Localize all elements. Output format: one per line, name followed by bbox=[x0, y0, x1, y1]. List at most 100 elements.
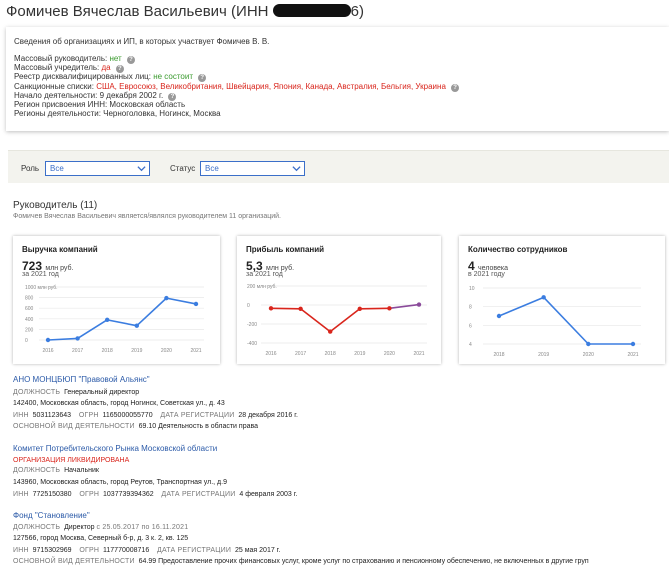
filter-bar: Роль Все Статус Все bbox=[8, 150, 669, 183]
position-key: ДОЛЖНОСТЬ bbox=[13, 524, 61, 531]
help-icon[interactable]: ? bbox=[126, 56, 135, 64]
y-tick-label: 8 bbox=[469, 305, 472, 311]
x-tick-label: 2021 bbox=[190, 348, 201, 354]
help-icon[interactable]: ? bbox=[451, 84, 460, 92]
ogrn-key: ОГРН bbox=[78, 412, 99, 419]
series-line bbox=[329, 308, 361, 333]
status-select[interactable]: Все bbox=[200, 161, 305, 176]
org-position-row: ДОЛЖНОСТЬ Директор с 25.05.2017 по 16.11… bbox=[13, 524, 188, 531]
y-tick-label: 0 bbox=[25, 338, 28, 344]
card-value: 723 млн руб. bbox=[22, 259, 73, 273]
ogrn-key: ОГРН bbox=[79, 491, 100, 498]
reg-value: 28 декабря 2016 г. bbox=[238, 412, 298, 419]
help-icon[interactable]: ? bbox=[168, 93, 177, 101]
y-tick-label: 200 bbox=[25, 327, 34, 333]
disq-label: Реестр дисквалифицированных лиц: bbox=[14, 72, 151, 81]
card-value-unit: млн руб. bbox=[45, 265, 74, 272]
y-tick-label: -400 bbox=[247, 341, 257, 347]
series-line bbox=[77, 319, 108, 340]
profit-chart: 200 млн руб. 0 -200 -400 2016 2017 2018 2019 202… bbox=[247, 284, 427, 357]
x-tick-label: 2018 bbox=[325, 351, 336, 357]
help-icon[interactable]: ? bbox=[198, 74, 207, 82]
reg-key: ДАТА РЕГИСТРАЦИИ bbox=[161, 491, 236, 498]
org-name-link[interactable]: АНО МОНЦБЮП "Правовой Альянс" bbox=[13, 375, 150, 384]
series-line bbox=[498, 296, 544, 317]
okved-value: 69.10 Деятельность в области права bbox=[138, 423, 259, 430]
reg-key: ДАТА РЕГИСТРАЦИИ bbox=[160, 412, 235, 419]
inn-value: 7725150380 bbox=[32, 491, 72, 498]
y-axis-unit: 200 млн руб. bbox=[247, 284, 277, 290]
series-line bbox=[300, 308, 331, 333]
x-tick-label: 2020 bbox=[384, 351, 395, 357]
okved-key: ОСНОВНОЙ ВИД ДЕЯТЕЛЬНОСТИ bbox=[13, 558, 135, 565]
start-label: Начало деятельности: bbox=[14, 91, 98, 100]
position-value: Директор bbox=[64, 524, 95, 531]
start-value: 9 декабря 2002 г. bbox=[99, 91, 164, 100]
card-value-unit: млн руб. bbox=[266, 265, 295, 272]
role-select-value: Все bbox=[50, 164, 64, 173]
y-axis-unit: 1000 млн руб. bbox=[25, 285, 58, 291]
sanctions-label: Санкционные списки: bbox=[14, 82, 94, 91]
profit-card[interactable]: Прибыль компаний 5,3 млн руб. за 2021 го… bbox=[237, 236, 441, 364]
mass-founder-value[interactable]: да bbox=[101, 63, 111, 72]
org-okved-row: ОСНОВНОЙ ВИД ДЕЯТЕЛЬНОСТИ 69.10 Деятельн… bbox=[13, 423, 258, 430]
card-value-number: 5,3 bbox=[246, 259, 263, 273]
org-name-link[interactable]: Фонд "Становление" bbox=[13, 511, 90, 520]
position-value: Генеральный директор bbox=[64, 389, 140, 396]
sanctions-value[interactable]: США, Евросоюз, Великобритания, Швейцария… bbox=[96, 82, 446, 91]
ogrn-value: 117770008716 bbox=[103, 547, 150, 554]
position-value: Начальник bbox=[64, 467, 99, 474]
series-line bbox=[136, 297, 167, 327]
y-tick-label: 600 bbox=[25, 306, 34, 312]
status-label: Статус bbox=[170, 164, 196, 173]
employees-card[interactable]: Количество сотрудников 4 человека в 2021… bbox=[459, 236, 665, 364]
section-title: Руководитель (11) bbox=[13, 200, 98, 211]
reg-key: ДАТА РЕГИСТРАЦИИ bbox=[157, 547, 232, 554]
start-row: Начало деятельности: 9 декабря 2002 г. ? bbox=[14, 91, 177, 101]
data-point bbox=[45, 337, 51, 343]
x-tick-label: 2019 bbox=[131, 348, 142, 354]
info-panel: Сведения об организациях и ИП, в которых… bbox=[6, 27, 669, 131]
position-period: с 25.05.2017 по 16.11.2021 bbox=[96, 524, 189, 531]
inn-value: 9715302969 bbox=[32, 547, 72, 554]
regions: Регионы деятельности: Черноголовка, Ноги… bbox=[14, 109, 221, 118]
org-name[interactable]: Фонд "Становление" bbox=[13, 511, 90, 520]
revenue-card[interactable]: Выручка компаний 723 млн руб. за 2021 го… bbox=[13, 236, 220, 364]
org-status-badge: ОРГАНИЗАЦИЯ ЛИКВИДИРОВАНА bbox=[13, 457, 130, 464]
okved-value: 64.99 Предоставление прочих финансовых у… bbox=[138, 558, 589, 565]
x-tick-label: 2019 bbox=[354, 351, 365, 357]
page-title: Фомичев Вячеслав Васильевич (ИНН 6) bbox=[6, 3, 364, 20]
mass-director-row: Массовый руководитель: нет ? bbox=[14, 54, 135, 64]
org-address: 142400, Московская область, город Ногинс… bbox=[13, 400, 225, 407]
disq-value: не состоит bbox=[153, 72, 193, 81]
status-select-value: Все bbox=[205, 164, 219, 173]
data-point bbox=[586, 341, 591, 347]
org-ids-row: ИНН 9715302969 ОГРН 117770008716 ДАТА РЕ… bbox=[13, 547, 280, 554]
org-name[interactable]: Комитет Потребительского Рынка Московско… bbox=[13, 444, 218, 453]
position-key: ДОЛЖНОСТЬ bbox=[13, 467, 61, 474]
x-tick-label: 2018 bbox=[102, 348, 113, 354]
data-point bbox=[496, 313, 502, 319]
data-point bbox=[387, 306, 392, 311]
org-position-row: ДОЛЖНОСТЬ Начальник bbox=[13, 467, 99, 474]
org-name[interactable]: АНО МОНЦБЮП "Правовой Альянс" bbox=[13, 375, 150, 384]
series-line bbox=[543, 296, 589, 345]
help-icon[interactable]: ? bbox=[115, 65, 124, 73]
org-name-link[interactable]: Комитет Потребительского Рынка Московско… bbox=[13, 444, 217, 453]
ogrn-value: 1037739394362 bbox=[103, 491, 154, 498]
org-ids-row: ИНН 7725150380 ОГРН 1037739394362 ДАТА Р… bbox=[13, 491, 297, 498]
data-point bbox=[134, 323, 139, 328]
card-value-number: 723 bbox=[22, 259, 43, 273]
mass-director-label: Массовый руководитель: bbox=[14, 54, 108, 63]
inn-value: 5031123643 bbox=[32, 412, 72, 419]
revenue-chart: 1000 млн руб. 800 600 400 200 0 2016 2017 2018 20… bbox=[25, 285, 204, 354]
series-line bbox=[166, 297, 197, 305]
y-tick-label: -200 bbox=[247, 322, 257, 328]
x-tick-label: 2017 bbox=[295, 351, 306, 357]
disq-row: Реестр дисквалифицированных лиц: не сост… bbox=[14, 72, 207, 82]
data-point bbox=[105, 317, 110, 323]
mass-founder-label: Массовый учредитель: bbox=[14, 63, 100, 72]
inn-key: ИНН bbox=[13, 412, 29, 419]
role-select[interactable]: Все bbox=[45, 161, 150, 176]
card-year: за 2021 год bbox=[22, 271, 59, 278]
